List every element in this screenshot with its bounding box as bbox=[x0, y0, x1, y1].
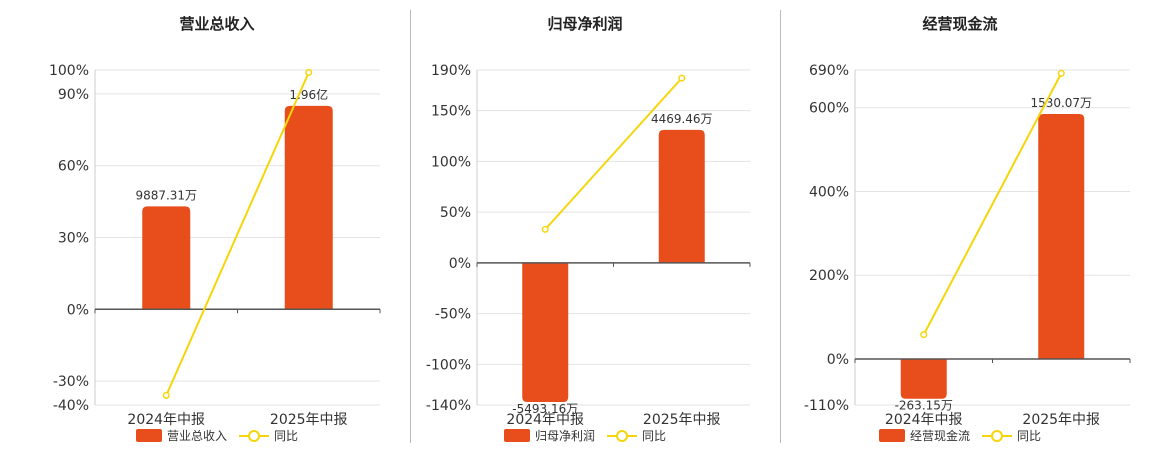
chart-panel-revenue: 营业总收入 -40% -30% 0% 30% 60% 90% 100% 9887.31万 1.9… bbox=[32, 0, 402, 450]
yoy-point bbox=[162, 391, 170, 399]
yoy-point bbox=[920, 331, 928, 339]
chart-panel-cash-flow: 经营现金流 -110% 0% 200% 400% 600% 690% -263.15万 153… bbox=[775, 0, 1145, 450]
yoy-point bbox=[541, 225, 549, 233]
bar bbox=[900, 358, 947, 399]
chart-svg-cash-flow: -110% 0% 200% 400% 600% 690% -263.15万 1530.07万 2… bbox=[804, 63, 1131, 428]
bar bbox=[1038, 113, 1085, 359]
yoy-line bbox=[922, 72, 1063, 336]
chart-panel-net-profit: 归母净利润 -140% -100% -50% 0% 50% 100% 150% 190% -54… bbox=[400, 0, 770, 450]
x-tick-label: 2025年中报 bbox=[270, 412, 348, 428]
x-tick-label: 2024年中报 bbox=[506, 412, 584, 428]
bar-value-label: -5493.16万 bbox=[512, 402, 578, 416]
y-tick-label: 600% bbox=[809, 101, 849, 117]
y-tick-label: 100% bbox=[49, 63, 89, 79]
y-tick-label: -50% bbox=[435, 307, 471, 323]
y-tick-label: -40% bbox=[53, 398, 89, 414]
bar bbox=[284, 105, 333, 310]
legend-line-swatch bbox=[607, 429, 637, 442]
y-tick-label: -30% bbox=[53, 374, 89, 390]
y-tick-label: 90% bbox=[58, 87, 89, 103]
chart-title: 经营现金流 bbox=[922, 15, 998, 33]
bar-value-label: 4469.46万 bbox=[651, 112, 713, 126]
legend-line-label: 同比 bbox=[642, 429, 667, 443]
y-tick-label: 60% bbox=[58, 159, 89, 175]
bar bbox=[142, 206, 191, 310]
yoy-line bbox=[544, 77, 683, 231]
y-tick-label: 200% bbox=[809, 268, 849, 284]
chart-legend: 归母净利润 同比 bbox=[400, 427, 770, 444]
legend-bar-label: 营业总收入 bbox=[166, 429, 227, 443]
bar bbox=[522, 262, 569, 402]
y-tick-label: -140% bbox=[426, 398, 471, 414]
legend-bar-label: 归母净利润 bbox=[534, 429, 595, 443]
chart-svg-revenue: -40% -30% 0% 30% 60% 90% 100% 9887.31万 1.96亿 2024… bbox=[49, 63, 381, 428]
bar-value-label: 1530.07万 bbox=[1030, 96, 1092, 110]
bar-value-label: -263.15万 bbox=[895, 399, 953, 413]
legend-line-swatch bbox=[239, 429, 269, 442]
y-tick-label: 100% bbox=[431, 154, 471, 170]
y-tick-label: 150% bbox=[431, 104, 471, 120]
y-tick-label: -110% bbox=[804, 398, 849, 414]
panel-divider bbox=[410, 10, 411, 443]
y-tick-label: 0% bbox=[827, 352, 849, 368]
yoy-point bbox=[1057, 69, 1065, 77]
y-tick-label: 690% bbox=[809, 63, 849, 79]
yoy-point bbox=[678, 74, 686, 82]
legend-line-swatch bbox=[982, 429, 1012, 442]
y-tick-label: 50% bbox=[440, 205, 471, 221]
bar-value-label: 9887.31万 bbox=[135, 188, 197, 202]
y-tick-label: 30% bbox=[58, 231, 89, 247]
bar bbox=[658, 129, 705, 263]
legend-bar-label: 经营现金流 bbox=[909, 429, 970, 443]
legend-line-label: 同比 bbox=[274, 429, 299, 443]
chart-title: 营业总收入 bbox=[179, 15, 255, 33]
y-tick-label: 190% bbox=[431, 63, 471, 79]
bar-value-label: 1.96亿 bbox=[289, 87, 328, 102]
y-tick-label: -100% bbox=[426, 357, 471, 373]
y-tick-label: 0% bbox=[449, 256, 471, 272]
x-tick-label: 2024年中报 bbox=[127, 412, 205, 428]
chart-legend: 经营现金流 同比 bbox=[775, 427, 1145, 444]
yoy-point bbox=[305, 68, 313, 76]
chart-legend: 营业总收入 同比 bbox=[32, 427, 402, 444]
legend-line-label: 同比 bbox=[1017, 429, 1042, 443]
legend-bar-swatch bbox=[135, 429, 162, 442]
chart-svg-net-profit: -140% -100% -50% 0% 50% 100% 150% 190% -5493.16万… bbox=[426, 63, 751, 428]
legend-bar-swatch bbox=[878, 429, 905, 442]
y-tick-label: 400% bbox=[809, 184, 849, 200]
legend-bar-swatch bbox=[503, 429, 530, 442]
chart-title: 归母净利润 bbox=[547, 15, 623, 33]
y-tick-label: 0% bbox=[67, 302, 89, 318]
x-tick-label: 2025年中报 bbox=[1022, 412, 1100, 428]
x-tick-label: 2024年中报 bbox=[885, 412, 963, 428]
yoy-line bbox=[165, 71, 310, 396]
x-tick-label: 2025年中报 bbox=[643, 412, 721, 428]
panel-divider bbox=[780, 10, 781, 443]
